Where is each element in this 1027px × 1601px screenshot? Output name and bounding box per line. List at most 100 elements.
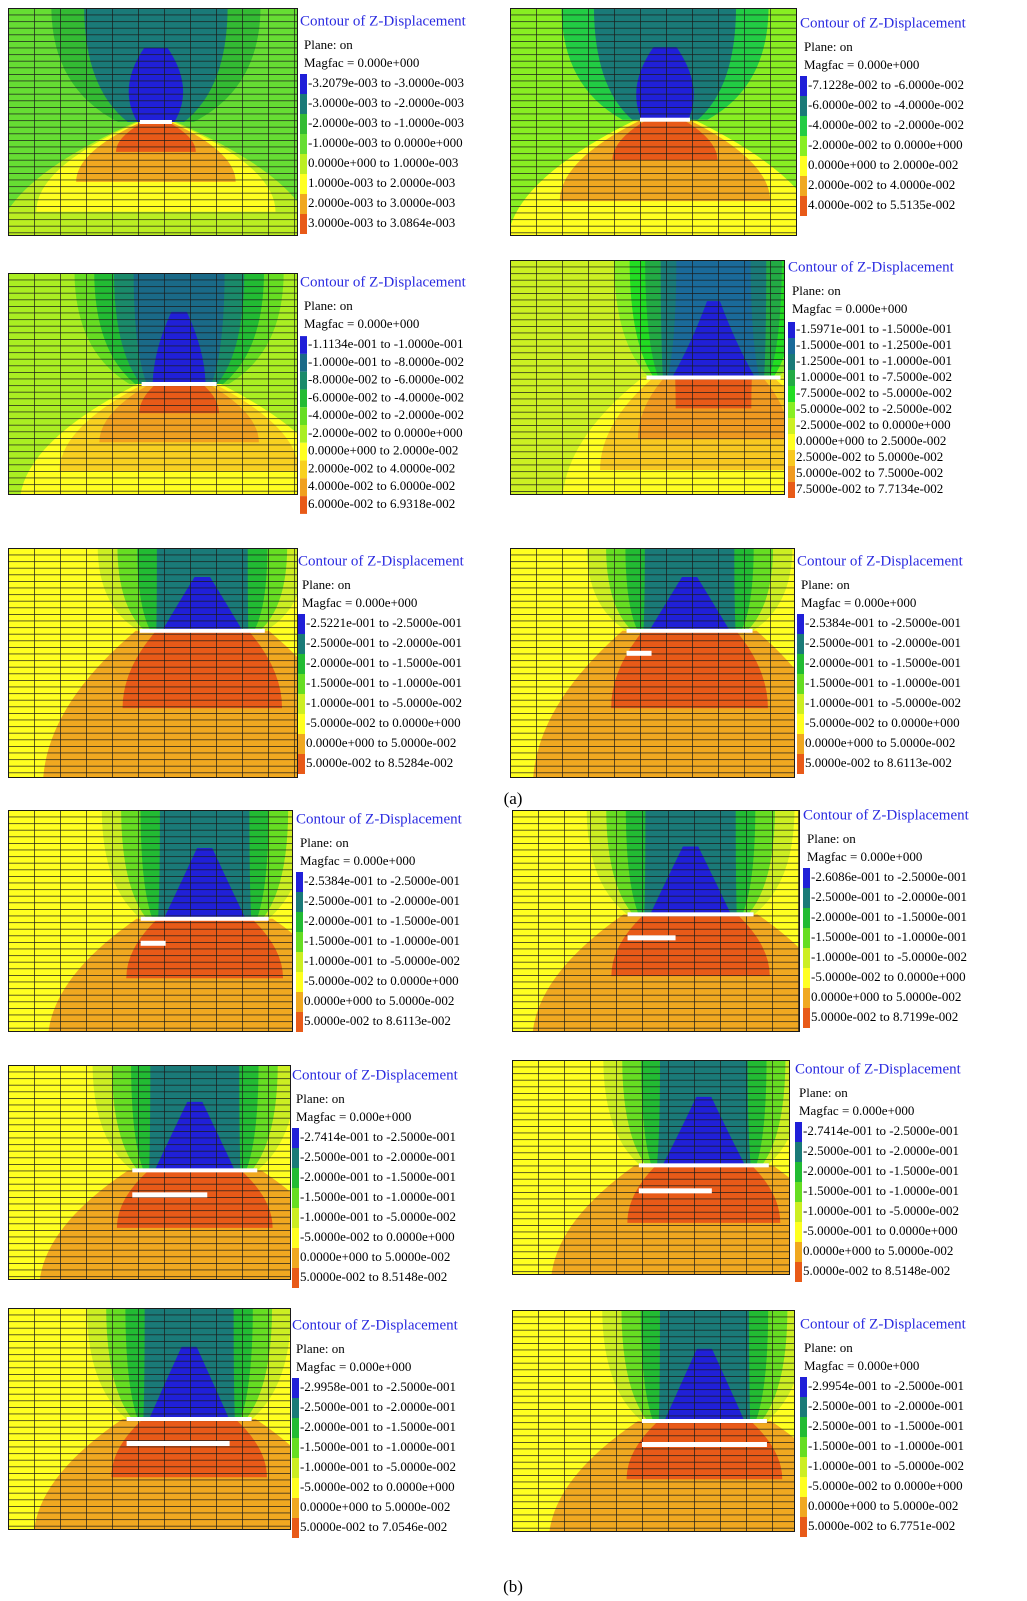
excavation xyxy=(646,375,781,380)
legend-plane: Plane: on xyxy=(792,283,841,298)
legend-label: 0.0000e+000 to 2.0000e-002 xyxy=(308,443,458,458)
caption: (a) xyxy=(504,789,523,808)
legend-magfac: Magfac = 0.000e+000 xyxy=(804,57,919,72)
legend-swatch xyxy=(788,354,795,370)
legend-label: -2.5000e-001 to -2.0000e-001 xyxy=(306,635,462,650)
legend-label: -1.5000e-001 to -1.0000e-001 xyxy=(300,1189,456,1204)
legend-label: -2.6086e-001 to -2.5000e-001 xyxy=(811,869,967,884)
legend-swatch xyxy=(292,1398,299,1418)
excavation xyxy=(132,1168,258,1173)
legend-swatch xyxy=(300,353,307,372)
legend-label: -1.0000e-001 to -8.0000e-002 xyxy=(308,354,464,369)
legend-plane: Plane: on xyxy=(799,1085,848,1100)
legend-swatch xyxy=(788,386,795,402)
legend-label: -1.0000e-001 to -5.0000e-002 xyxy=(805,695,961,710)
legend-swatch xyxy=(300,460,307,479)
legend-swatch xyxy=(300,478,307,497)
legend-label: -2.0000e-001 to -1.5000e-001 xyxy=(811,909,967,924)
mesh-border xyxy=(512,810,800,1032)
legend-label: 0.0000e+000 to 5.0000e-002 xyxy=(300,1249,450,1264)
legend-label: -1.0000e-001 to -5.0000e-002 xyxy=(304,953,460,968)
legend-swatch xyxy=(795,1242,802,1262)
excavation xyxy=(140,916,269,921)
excavation xyxy=(638,1163,769,1168)
contour-plot xyxy=(8,548,298,778)
legend-swatch xyxy=(797,614,804,634)
excavation xyxy=(139,628,265,633)
legend-plane: Plane: on xyxy=(804,1340,853,1355)
legend-swatch xyxy=(292,1438,299,1458)
legend-label: 1.0000e-003 to 2.0000e-003 xyxy=(308,175,455,190)
contour-plot xyxy=(512,810,800,1032)
legend-label: -1.5000e-001 to -1.0000e-001 xyxy=(805,675,961,690)
contour-plot xyxy=(512,1310,795,1532)
legend-swatch xyxy=(788,482,795,498)
mesh-border xyxy=(8,810,293,1032)
legend-swatch xyxy=(300,407,307,425)
legend-label: -1.5000e-001 to -1.0000e-001 xyxy=(811,929,967,944)
legend-label: -2.7414e-001 to -2.5000e-001 xyxy=(803,1123,959,1138)
legend-label: -2.5221e-001 to -2.5000e-001 xyxy=(306,615,462,630)
legend-swatch xyxy=(803,868,810,888)
legend-title: Contour of Z-Displacement xyxy=(292,1317,459,1333)
legend-swatch xyxy=(788,402,795,418)
excavation xyxy=(126,1417,252,1421)
legend-swatch xyxy=(795,1122,802,1142)
legend-label: 0.0000e+000 to 5.0000e-002 xyxy=(306,735,456,750)
excavation xyxy=(139,120,172,124)
legend-label: -1.5000e-001 to -1.0000e-001 xyxy=(300,1439,456,1454)
legend-label: -6.0000e-002 to -4.0000e-002 xyxy=(308,389,464,404)
legend-label: -2.5000e-001 to -2.0000e-001 xyxy=(304,893,460,908)
legend-magfac: Magfac = 0.000e+000 xyxy=(302,595,417,610)
legend-title: Contour of Z-Displacement xyxy=(292,1067,459,1083)
excavation xyxy=(141,382,217,386)
legend-swatch xyxy=(300,442,307,461)
legend-label: 0.0000e+000 to 1.0000e-003 xyxy=(308,155,458,170)
legend-label: -7.1228e-002 to -6.0000e-002 xyxy=(808,77,964,92)
legend-swatch xyxy=(296,892,303,912)
legend-title: Contour of Z-Displacement xyxy=(296,811,463,827)
legend-label: -5.0000e-002 to 0.0000e+000 xyxy=(808,1478,963,1493)
legend-plane: Plane: on xyxy=(296,1091,345,1106)
legend-label: -2.9958e-001 to -2.5000e-001 xyxy=(300,1379,456,1394)
legend-swatch xyxy=(300,174,307,194)
legend-swatch xyxy=(298,734,305,754)
legend-label: 5.0000e-002 to 8.5284e-002 xyxy=(306,755,453,770)
legend-label: -2.5000e-001 to -2.0000e-001 xyxy=(808,1398,964,1413)
mesh xyxy=(8,1065,291,1280)
mesh-border xyxy=(8,1308,291,1530)
legend-title: Contour of Z-Displacement xyxy=(788,259,955,275)
legend-swatch xyxy=(300,371,307,390)
mesh-border xyxy=(510,8,797,236)
legend-swatch xyxy=(300,336,307,354)
legend-swatch xyxy=(298,754,305,774)
legend-title: Contour of Z-Displacement xyxy=(800,1316,967,1332)
legend-swatch xyxy=(292,1268,299,1288)
legend-label: 0.0000e+000 to 2.0000e-002 xyxy=(808,157,958,172)
legend-label: 4.0000e-002 to 5.5135e-002 xyxy=(808,197,955,212)
legend-label: -7.5000e-002 to -5.0000e-002 xyxy=(796,385,952,400)
legend-label: -4.0000e-002 to -2.0000e-002 xyxy=(808,117,964,132)
legend-swatch xyxy=(292,1248,299,1268)
legend-label: -1.1134e-001 to -1.0000e-001 xyxy=(308,336,464,351)
legend-label: 3.0000e-003 to 3.0864e-003 xyxy=(308,215,455,230)
legend-swatch xyxy=(797,634,804,654)
legend-magfac: Magfac = 0.000e+000 xyxy=(804,1358,919,1373)
legend-swatch xyxy=(800,1517,807,1537)
legend-label: -1.0000e-001 to -5.0000e-002 xyxy=(300,1209,456,1224)
legend-magfac: Magfac = 0.000e+000 xyxy=(296,1109,411,1124)
legend-swatch xyxy=(803,988,810,1008)
legend-magfac: Magfac = 0.000e+000 xyxy=(792,301,907,316)
mesh-border xyxy=(8,1065,291,1280)
legend-swatch xyxy=(800,1437,807,1457)
legend-swatch xyxy=(795,1222,802,1242)
legend-plane: Plane: on xyxy=(807,831,856,846)
legend-swatch xyxy=(292,1418,299,1438)
legend-swatch xyxy=(788,322,795,338)
legend-swatch xyxy=(797,674,804,694)
legend-swatch xyxy=(788,450,795,466)
legend-label: 0.0000e+000 to 5.0000e-002 xyxy=(803,1243,953,1258)
legend-plane: Plane: on xyxy=(304,37,353,52)
contour-plot xyxy=(8,8,298,236)
